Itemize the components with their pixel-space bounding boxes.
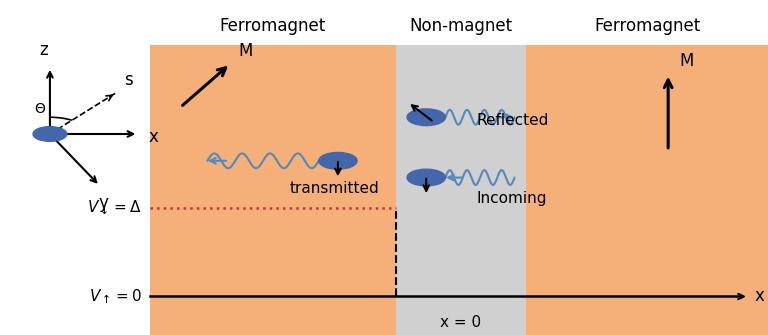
Circle shape bbox=[407, 109, 445, 126]
Text: s: s bbox=[124, 71, 132, 89]
Text: y: y bbox=[99, 194, 108, 212]
Text: $V_{\downarrow} = \Delta$: $V_{\downarrow} = \Delta$ bbox=[87, 198, 142, 217]
Circle shape bbox=[407, 169, 445, 186]
Text: Reflected: Reflected bbox=[476, 113, 548, 128]
Text: M: M bbox=[238, 42, 253, 60]
Text: transmitted: transmitted bbox=[290, 181, 379, 196]
Bar bbox=[396, 45, 526, 335]
Text: Non-magnet: Non-magnet bbox=[409, 17, 512, 35]
Text: x: x bbox=[148, 128, 158, 146]
Text: Ferromagnet: Ferromagnet bbox=[594, 17, 700, 35]
Text: x = 0: x = 0 bbox=[440, 315, 482, 330]
Text: M: M bbox=[680, 52, 694, 70]
Text: z: z bbox=[39, 41, 48, 59]
Circle shape bbox=[33, 127, 67, 141]
Text: $V_{\uparrow} = 0$: $V_{\uparrow} = 0$ bbox=[89, 287, 142, 306]
Bar bbox=[526, 45, 768, 335]
Text: Ferromagnet: Ferromagnet bbox=[220, 17, 326, 35]
Text: Incoming: Incoming bbox=[476, 191, 547, 206]
Bar bbox=[150, 45, 396, 335]
Circle shape bbox=[319, 152, 357, 169]
Text: x: x bbox=[754, 287, 764, 306]
Text: $\Theta$: $\Theta$ bbox=[34, 102, 46, 116]
